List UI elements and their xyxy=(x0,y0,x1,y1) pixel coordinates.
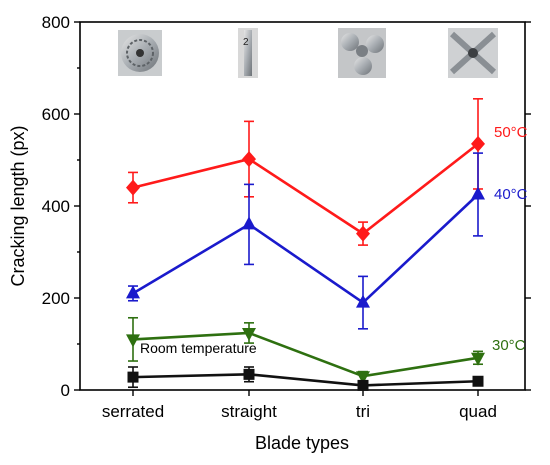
data-point xyxy=(242,216,256,230)
series-line xyxy=(132,373,479,387)
data-point xyxy=(356,294,370,308)
series-50-c: 50°C xyxy=(126,98,528,246)
tri-blade-photo xyxy=(338,28,386,78)
series-30-c: 30°C xyxy=(126,316,526,385)
y-tick-label: 400 xyxy=(42,197,70,216)
serrated-blade-photo xyxy=(118,30,162,76)
y-tick-label: 600 xyxy=(42,105,70,124)
data-point xyxy=(356,371,370,385)
straight-blade-photo: 2 xyxy=(238,28,258,78)
data-point xyxy=(126,334,140,348)
series-line xyxy=(132,193,479,305)
series-room-temperature: Room temperature xyxy=(127,340,484,391)
x-axis: serrated straight tri quad xyxy=(102,390,497,421)
y-tick-label: 0 xyxy=(61,381,70,400)
series-label: 30°C xyxy=(492,337,526,354)
data-point xyxy=(127,371,139,383)
data-point xyxy=(243,368,255,380)
series-line xyxy=(132,331,479,378)
data-point xyxy=(242,327,256,341)
quad-blade-photo xyxy=(448,28,498,78)
series-40-c: 40°C xyxy=(126,152,528,330)
series-label-room-temperature: Room temperature xyxy=(140,340,257,356)
data-point xyxy=(242,151,256,168)
data-point xyxy=(471,135,485,152)
y-axis: 0 200 400 600 800 xyxy=(42,13,531,400)
x-axis-label: Blade types xyxy=(255,433,349,453)
y-tick-label: 200 xyxy=(42,289,70,308)
series-label: 50°C xyxy=(494,124,528,141)
x-tick-label: straight xyxy=(221,402,277,421)
x-tick-label: serrated xyxy=(102,402,164,421)
x-tick-label: quad xyxy=(459,402,497,421)
series-label: 40°C xyxy=(494,186,528,203)
data-point xyxy=(471,352,485,366)
y-axis-label: Cracking length (px) xyxy=(8,125,28,286)
data-point xyxy=(126,285,140,299)
series-line xyxy=(132,142,479,236)
data-point xyxy=(357,379,369,391)
data-point xyxy=(471,186,485,200)
data-point xyxy=(126,179,140,196)
data-point xyxy=(356,225,370,242)
series-layer: 50°C 40°C 30°C Room temperature xyxy=(126,98,528,391)
x-tick-label: tri xyxy=(356,402,370,421)
svg-text:2: 2 xyxy=(243,37,249,48)
data-point xyxy=(472,375,484,387)
y-tick-label: 800 xyxy=(42,13,70,32)
